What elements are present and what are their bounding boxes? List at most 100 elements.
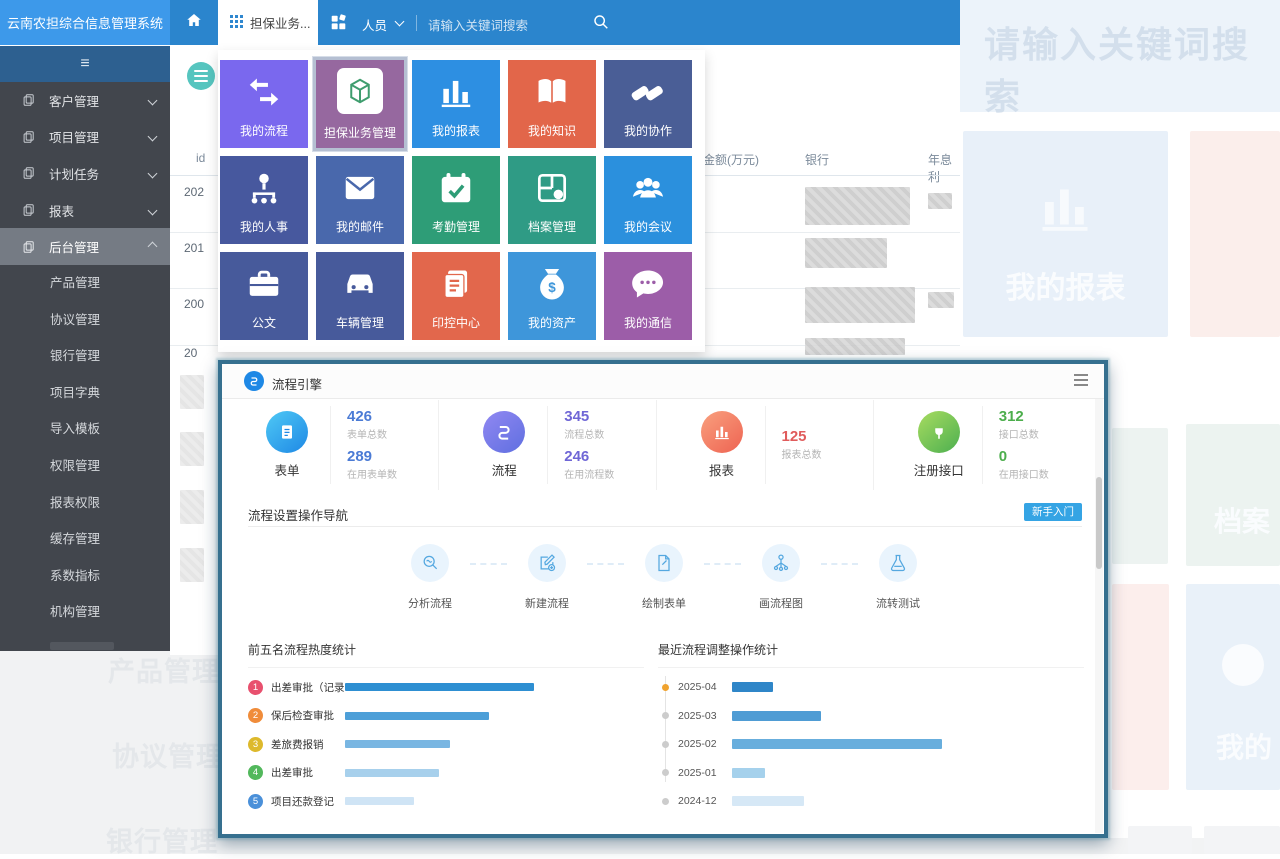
table-cell-id: 20 <box>184 346 198 360</box>
ghost-search-text: 请输入关键词搜索 <box>984 24 1251 117</box>
step-draw-form[interactable]: 绘制表单 <box>624 544 704 611</box>
tile-guarantee-business[interactable]: 担保业务管理 <box>316 60 404 148</box>
sidebar-subitem-products[interactable]: 产品管理 <box>50 276 101 290</box>
search-icon[interactable] <box>592 13 610 36</box>
chevron-down-icon <box>147 168 158 179</box>
apps-icon[interactable] <box>330 14 347 36</box>
sidebar-item-tasks[interactable]: 计划任务 <box>0 155 170 192</box>
divider <box>416 15 417 31</box>
redacted-rate <box>928 193 952 209</box>
sidebar-item-customers[interactable]: 客户管理 <box>0 82 170 119</box>
tile-my-meetings[interactable]: 我的会议 <box>604 156 692 244</box>
tile-my-reports[interactable]: 我的报表 <box>412 60 500 148</box>
user-menu[interactable]: 人员 <box>362 19 388 33</box>
step-draw-flowchart[interactable]: 画流程图 <box>741 544 821 611</box>
chart-row: 2025-02 <box>658 730 1084 759</box>
people-group-icon <box>604 169 692 207</box>
tile-attendance[interactable]: 考勤管理 <box>412 156 500 244</box>
timeline-line <box>665 676 666 782</box>
calendar-check-icon <box>412 169 500 207</box>
home-button[interactable] <box>170 0 218 45</box>
person-org-icon <box>220 169 308 207</box>
tile-official-docs[interactable]: 公文 <box>220 252 308 340</box>
scrollbar-thumb[interactable] <box>1096 477 1102 569</box>
chevron-down-icon[interactable] <box>394 16 405 27</box>
sidebar-subitem-banks[interactable]: 银行管理 <box>50 349 101 364</box>
chart-row: 2024-12 <box>658 787 1084 816</box>
section-title: 流程设置操作导航 <box>248 509 349 523</box>
tab-guarantee-business[interactable]: 担保业务... <box>218 0 318 45</box>
sidebar: ≡ 客户管理 项目管理 计划任务 报表 后台管理 产品管理 协议管理 银行管理 … <box>0 46 170 651</box>
beginner-guide-button[interactable]: 新手入门 <box>1024 503 1082 521</box>
hamburger-icon: ≡ <box>80 55 90 72</box>
stat-processes: 流程 345 流程总数 246 在用流程数 <box>439 400 657 490</box>
step-analyze-flow[interactable]: 分析流程 <box>390 544 470 611</box>
ghost-tile-archive: 档案 <box>1186 424 1280 566</box>
tile-my-workflow[interactable]: 我的流程 <box>220 60 308 148</box>
sidebar-subitem-agreements[interactable]: 协议管理 <box>50 312 101 327</box>
top-bar: 云南农担综合信息管理系统 担保业务... 人员 请输入关键词搜索 <box>0 0 960 45</box>
tile-my-hr[interactable]: 我的人事 <box>220 156 308 244</box>
tile-my-messages[interactable]: 我的通信 <box>604 252 692 340</box>
chart-row: 2025-03 <box>658 702 1084 731</box>
table-cell-id: 202 <box>184 185 205 199</box>
ghost-tile-teal-left <box>1112 428 1168 564</box>
chart-row: 2025-01 <box>658 759 1084 788</box>
sidebar-item-projects[interactable]: 项目管理 <box>0 119 170 156</box>
document-icon <box>23 240 34 253</box>
tile-my-knowledge[interactable]: 我的知识 <box>508 60 596 148</box>
chat-bubble-icon <box>604 265 692 303</box>
scrollbar-track[interactable] <box>1095 399 1103 833</box>
redacted-rate <box>928 292 954 308</box>
chevron-down-icon <box>147 131 158 142</box>
redacted-id <box>180 548 204 582</box>
list-menu-button[interactable] <box>187 62 215 90</box>
modal-header: 流程引擎 <box>222 364 1104 399</box>
ghost-sidebar-text: 协议管理 <box>112 742 224 772</box>
tile-archives[interactable]: 档案管理 <box>508 156 596 244</box>
sidebar-subitem-cache[interactable]: 缓存管理 <box>50 532 101 547</box>
sidebar-subitem-permissions[interactable]: 权限管理 <box>50 459 101 473</box>
documents-icon <box>412 265 500 303</box>
redacted-id <box>180 490 204 524</box>
svg-text:$: $ <box>548 280 556 295</box>
chart-row: 2025-04 <box>658 673 1084 702</box>
table-header-amount: 金额(万元) <box>703 153 759 167</box>
list-menu-icon[interactable] <box>1074 374 1088 386</box>
sidebar-subitem-organizations[interactable]: 机构管理 <box>50 605 101 620</box>
table-header-rate: 年息利 <box>928 153 953 184</box>
sidebar-subitem-templates[interactable]: 导入模板 <box>50 422 101 437</box>
chevron-down-icon <box>147 95 158 106</box>
step-new-flow[interactable]: 新建流程 <box>507 544 587 611</box>
home-icon <box>185 11 203 34</box>
bar-chart-icon <box>412 73 500 111</box>
document-icon <box>23 204 34 216</box>
plug-icon <box>917 411 960 453</box>
open-book-icon <box>508 73 596 111</box>
tile-my-assets[interactable]: $ 我的资产 <box>508 252 596 340</box>
stats-row: 表单 426 表单总数 289 在用表单数 流程 345 流程总数 246 <box>222 400 1090 490</box>
tile-my-mail[interactable]: 我的邮件 <box>316 156 404 244</box>
sidebar-toggle[interactable]: ≡ <box>0 46 170 82</box>
sidebar-subitem-clipped[interactable] <box>50 642 114 650</box>
search-input[interactable]: 请输入关键词搜索 <box>428 19 529 33</box>
ghost-circle-icon <box>1222 644 1264 686</box>
sidebar-item-reports[interactable]: 报表 <box>0 192 170 229</box>
sidebar-subitem-report-perms[interactable]: 报表权限 <box>50 495 101 510</box>
sidebar-subitem-coefficients[interactable]: 系数指标 <box>50 568 101 583</box>
tile-vehicles[interactable]: 车辆管理 <box>316 252 404 340</box>
redacted-bank-name <box>805 338 905 355</box>
archive-gear-icon <box>508 169 596 207</box>
app-title: 云南农担综合信息管理系统 <box>0 0 170 45</box>
ghost-tile-red <box>1190 131 1280 337</box>
tile-my-collaboration[interactable]: 我的协作 <box>604 60 692 148</box>
step-flow-test[interactable]: 流转测试 <box>858 544 938 611</box>
sidebar-item-backend[interactable]: 后台管理 <box>0 228 170 265</box>
money-bag-icon: $ <box>508 265 596 303</box>
sidebar-subitem-dictionary[interactable]: 项目字典 <box>50 385 101 400</box>
briefcase-icon <box>220 265 308 303</box>
envelope-icon <box>316 169 404 207</box>
tile-seal-center[interactable]: 印控中心 <box>412 252 500 340</box>
